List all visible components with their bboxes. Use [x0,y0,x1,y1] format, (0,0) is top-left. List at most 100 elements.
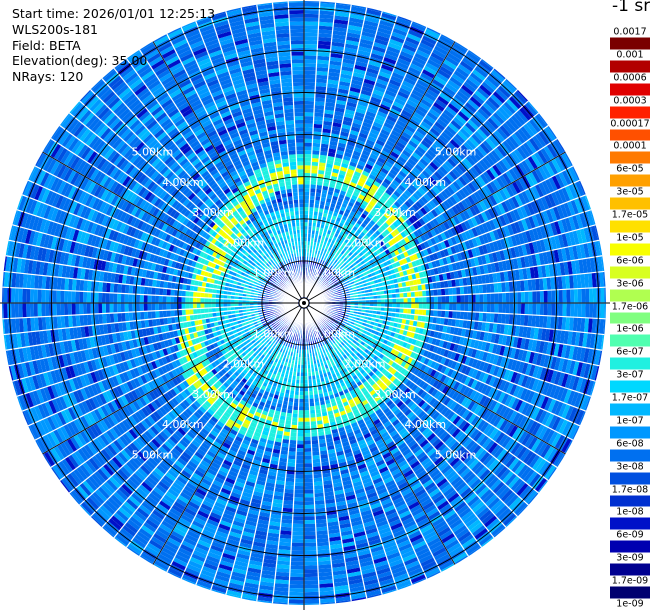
range-bin [448,49,464,61]
range-bin [403,292,408,298]
range-bin [380,167,390,175]
range-bin [454,93,467,105]
range-bin [304,32,319,37]
range-bin [371,166,381,174]
range-bin [420,184,429,194]
range-bin [345,172,354,178]
range-bin [373,142,384,150]
range-bin [327,273,332,278]
range-bin [308,210,314,216]
range-bin [361,85,374,93]
range-bin [359,190,368,197]
range-bin [444,55,460,67]
range-bin [460,303,465,312]
range-bin [418,172,429,182]
range-bin [601,238,606,256]
range-bin [443,248,450,257]
range-bin [501,281,506,293]
range-bin [492,90,506,104]
range-bin [331,195,339,201]
range-bin [477,107,490,120]
range-bin [543,290,548,303]
range-bin [272,606,288,610]
range-bin [423,232,430,241]
range-bin [495,88,509,102]
range-bin [467,182,477,193]
range-bin [536,290,541,303]
range-bin [295,467,304,471]
range-bin [406,241,414,250]
range-bin [510,234,518,247]
range-bin [334,157,343,163]
range-bin [499,271,505,283]
range-bin [359,128,370,136]
range-bin [398,87,412,96]
range-bin [476,145,488,157]
range-bin [324,253,329,258]
range-bin [439,65,454,77]
range-bin [459,311,465,320]
range-bin [389,279,395,285]
range-bin [291,417,298,422]
range-bin [396,298,400,303]
range-bin [325,276,329,281]
range-bin [427,130,439,141]
range-bin [546,250,553,265]
range-bin [483,293,488,303]
range-bin [333,22,349,29]
range-bin [446,185,456,196]
range-bin [386,45,401,55]
range-bin [458,260,465,270]
range-bin [447,122,460,134]
range-bin [329,282,334,286]
range-bin [530,153,542,168]
range-bin [397,282,403,288]
range-bin [537,149,548,165]
range-bin [592,287,597,303]
range-bin [369,295,374,300]
range-bin [460,144,472,156]
range-bin [378,207,386,215]
range-bin [544,178,555,194]
range-bin [372,89,385,97]
range-bin [433,296,438,303]
range-bin [411,214,419,223]
range-bin [342,246,348,252]
range-bin [407,66,422,76]
range-bin [320,255,325,261]
range-bin [295,463,304,468]
range-bin [304,588,320,593]
range-bin [522,267,528,280]
range-bin [304,138,313,143]
range-bin [346,266,351,272]
range-bin [321,189,328,195]
range-bin [373,203,382,211]
range-bin [417,186,426,196]
range-bin [490,69,506,83]
range-bin [327,279,332,284]
range-bin [557,234,565,249]
range-bin [511,195,520,209]
range-bin [321,284,326,288]
range-bin [313,123,323,129]
range-bin [304,108,315,113]
range-bin [458,175,468,187]
range-bin [354,111,366,118]
range-bin [313,477,323,483]
range-bin [407,139,419,149]
range-bin [334,204,342,210]
range-bin [313,120,324,125]
range-bin [331,172,339,178]
range-bin [488,166,499,179]
range-bin [542,210,551,225]
range-bin [292,527,304,532]
range-bin [416,127,428,137]
range-bin [415,219,423,228]
range-bin [431,197,440,207]
range-bin [333,114,344,121]
range-bin [489,283,495,294]
range-bin [360,34,375,42]
range-bin [405,256,412,264]
range-bin [418,290,423,297]
range-bin [582,258,588,274]
